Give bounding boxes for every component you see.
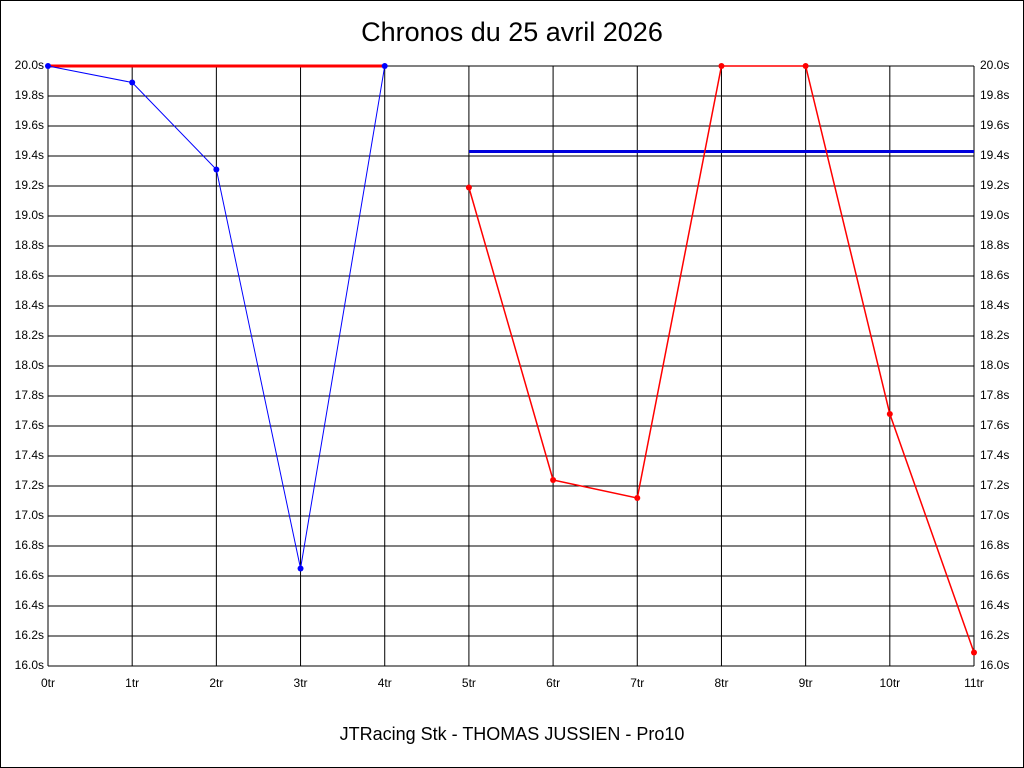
x-tick-label: 9tr bbox=[799, 676, 813, 690]
point bbox=[465, 184, 472, 191]
x-tick-label: 1tr bbox=[125, 676, 139, 690]
y-tick-label-right: 16.8s bbox=[980, 538, 1009, 552]
y-tick-label: 18.2s bbox=[15, 328, 44, 342]
y-tick-label: 17.4s bbox=[15, 448, 44, 462]
y-tick-label-right: 17.8s bbox=[980, 388, 1009, 402]
y-tick-label-right: 19.6s bbox=[980, 118, 1009, 132]
x-tick-label: 5tr bbox=[462, 676, 476, 690]
y-tick-label: 16.6s bbox=[15, 568, 44, 582]
y-tick-label-right: 18.6s bbox=[980, 268, 1009, 282]
y-tick-label: 16.0s bbox=[15, 658, 44, 672]
y-tick-label-right: 16.6s bbox=[980, 568, 1009, 582]
y-tick-label: 18.8s bbox=[15, 238, 44, 252]
x-tick-label: 10tr bbox=[879, 676, 900, 690]
x-tick-label: 2tr bbox=[209, 676, 223, 690]
y-tick-label-right: 16.2s bbox=[980, 628, 1009, 642]
y-tick-label-right: 20.0s bbox=[980, 58, 1009, 72]
y-tick-label: 17.0s bbox=[15, 508, 44, 522]
y-tick-label-right: 18.0s bbox=[980, 358, 1009, 372]
point bbox=[718, 63, 725, 69]
y-tick-label: 19.0s bbox=[15, 208, 44, 222]
y-tick-label-right: 17.6s bbox=[980, 418, 1009, 432]
x-tick-label: 3tr bbox=[294, 676, 308, 690]
x-tick-label: 7tr bbox=[630, 676, 644, 690]
y-tick-label-right: 17.0s bbox=[980, 508, 1009, 522]
x-tick-label: 6tr bbox=[546, 676, 560, 690]
y-tick-label: 16.2s bbox=[15, 628, 44, 642]
y-tick-label-right: 18.2s bbox=[980, 328, 1009, 342]
y-tick-label-right: 19.2s bbox=[980, 178, 1009, 192]
y-tick-label-right: 19.0s bbox=[980, 208, 1009, 222]
point bbox=[802, 63, 809, 69]
y-tick-label: 17.8s bbox=[15, 388, 44, 402]
point bbox=[297, 565, 304, 572]
y-tick-label: 18.6s bbox=[15, 268, 44, 282]
point bbox=[129, 79, 136, 86]
y-tick-label: 16.4s bbox=[15, 598, 44, 612]
x-axis-label: JTRacing Stk - THOMAS JUSSIEN - Pro10 bbox=[340, 724, 685, 744]
y-tick-label-right: 17.4s bbox=[980, 448, 1009, 462]
y-tick-label: 17.2s bbox=[15, 478, 44, 492]
x-tick-label: 4tr bbox=[378, 676, 392, 690]
y-tick-label-right: 16.0s bbox=[980, 658, 1009, 672]
point bbox=[550, 477, 557, 483]
point bbox=[213, 166, 220, 173]
x-tick-label: 8tr bbox=[714, 676, 728, 690]
x-tick-label: 0tr bbox=[41, 676, 55, 690]
point bbox=[45, 63, 51, 69]
y-tick-label-right: 19.4s bbox=[980, 148, 1009, 162]
y-tick-label: 18.4s bbox=[15, 298, 44, 312]
point bbox=[634, 495, 641, 501]
y-tick-label: 19.6s bbox=[15, 118, 44, 132]
point bbox=[971, 649, 977, 656]
y-tick-label-right: 18.8s bbox=[980, 238, 1009, 252]
y-tick-label-right: 17.2s bbox=[980, 478, 1009, 492]
x-tick-label: 11tr bbox=[964, 676, 984, 690]
point bbox=[381, 63, 388, 69]
chart-title: Chronos du 25 avril 2026 bbox=[361, 17, 663, 47]
y-tick-label-right: 16.4s bbox=[980, 598, 1009, 612]
y-tick-label: 18.0s bbox=[15, 358, 44, 372]
y-tick-label-right: 18.4s bbox=[980, 298, 1009, 312]
y-tick-label: 20.0s bbox=[15, 58, 44, 72]
y-tick-label: 19.2s bbox=[15, 178, 44, 192]
y-tick-label: 19.8s bbox=[15, 88, 44, 102]
y-tick-label: 19.4s bbox=[15, 148, 44, 162]
y-tick-label: 16.8s bbox=[15, 538, 44, 552]
y-tick-label-right: 19.8s bbox=[980, 88, 1009, 102]
point bbox=[886, 411, 893, 417]
y-tick-label: 17.6s bbox=[15, 418, 44, 432]
